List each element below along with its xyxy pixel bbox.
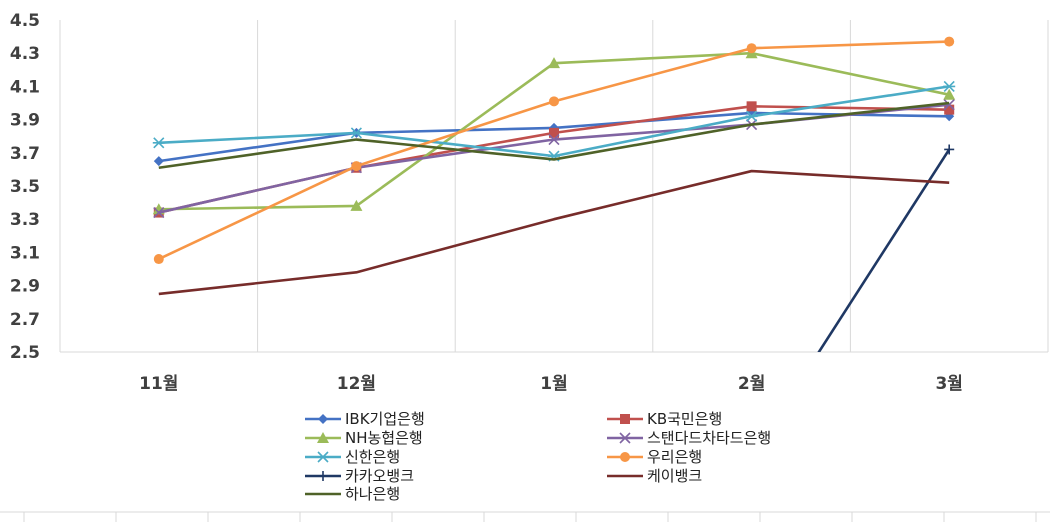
legend-label: 케이뱅크 [647,467,702,485]
legend-item: NH농협은행 [305,429,423,447]
series-layer [152,36,956,462]
data-point [944,144,955,155]
data-point [318,471,328,481]
data-point [746,43,757,54]
x-tick-label: 3월 [935,374,962,394]
y-tick-label: 3.5 [10,177,40,197]
x-tick-label: 1월 [540,374,567,394]
y-tick-label: 4.1 [10,77,40,97]
data-point [318,414,328,424]
data-point [317,432,329,443]
data-point [152,137,165,149]
data-point [620,452,630,462]
legend-label: 카카오뱅크 [345,467,414,485]
legend-item: 신한은행 [305,448,400,466]
bottom-tick-marks [0,511,1050,522]
series-7 [747,144,955,462]
data-point [548,133,560,146]
series-8 [158,169,950,296]
y-tick-label: 3.3 [10,210,40,230]
x-tick-label: 12월 [337,374,376,394]
data-point [549,127,559,138]
data-point [153,206,165,219]
legend-item: 카카오뱅크 [305,467,414,485]
legend-label: NH농협은행 [345,429,423,447]
legend-label: IBK기업은행 [345,410,425,428]
legend-item: 우리은행 [607,448,702,466]
y-tick-label: 3.1 [10,243,40,263]
legend-item: 하나은행 [305,485,400,503]
series-9 [158,101,950,170]
legend-item: IBK기업은행 [305,410,425,428]
y-tick-label: 4.3 [10,44,40,64]
legend-item: 스탠다드차타드은행 [607,429,771,447]
y-tick-label: 2.9 [10,277,40,297]
x-tick-label: 2월 [738,374,765,394]
data-point [548,57,560,69]
legend-label: 신한은행 [345,448,400,466]
series-6 [153,36,955,265]
grid-lines [59,20,1049,353]
data-point [317,451,329,463]
y-tick-label: 2.7 [10,310,40,330]
series-line [158,101,950,170]
data-point [153,156,164,167]
x-axis: 11월 12월 1월 2월 3월 [139,374,963,394]
legend-label: 하나은행 [345,485,400,503]
data-point [620,414,630,424]
x-tick-label: 11월 [139,374,178,394]
data-point [619,432,631,444]
data-point [943,80,956,92]
data-point [350,127,363,139]
plot-area [152,36,956,462]
data-point [549,96,559,107]
data-point [943,99,955,111]
legend-item: KB국민은행 [607,410,722,428]
legend-label: 우리은행 [647,448,702,466]
legend-label: 스탠다드차타드은행 [647,429,771,447]
data-point [747,452,757,462]
y-tick-label: 3.7 [10,144,40,164]
y-tick-label: 3.9 [10,111,40,131]
data-point [944,36,955,47]
y-axis: 2.5 2.7 2.9 3.1 3.3 3.5 3.7 3.9 4.1 4.3 4.5 [10,11,40,363]
legend-item: 케이뱅크 [607,467,702,485]
y-tick-label: 4.5 [10,11,40,31]
data-point [351,161,362,172]
y-tick-label: 2.5 [10,343,40,363]
data-point [944,104,955,115]
data-point [745,110,758,122]
legend-label: KB국민은행 [647,410,722,428]
data-point [746,101,757,112]
series-line [158,169,950,296]
series-line [817,148,951,352]
data-point [350,199,363,211]
data-point [153,254,164,265]
data-point [943,88,956,100]
series-5 [152,80,956,162]
